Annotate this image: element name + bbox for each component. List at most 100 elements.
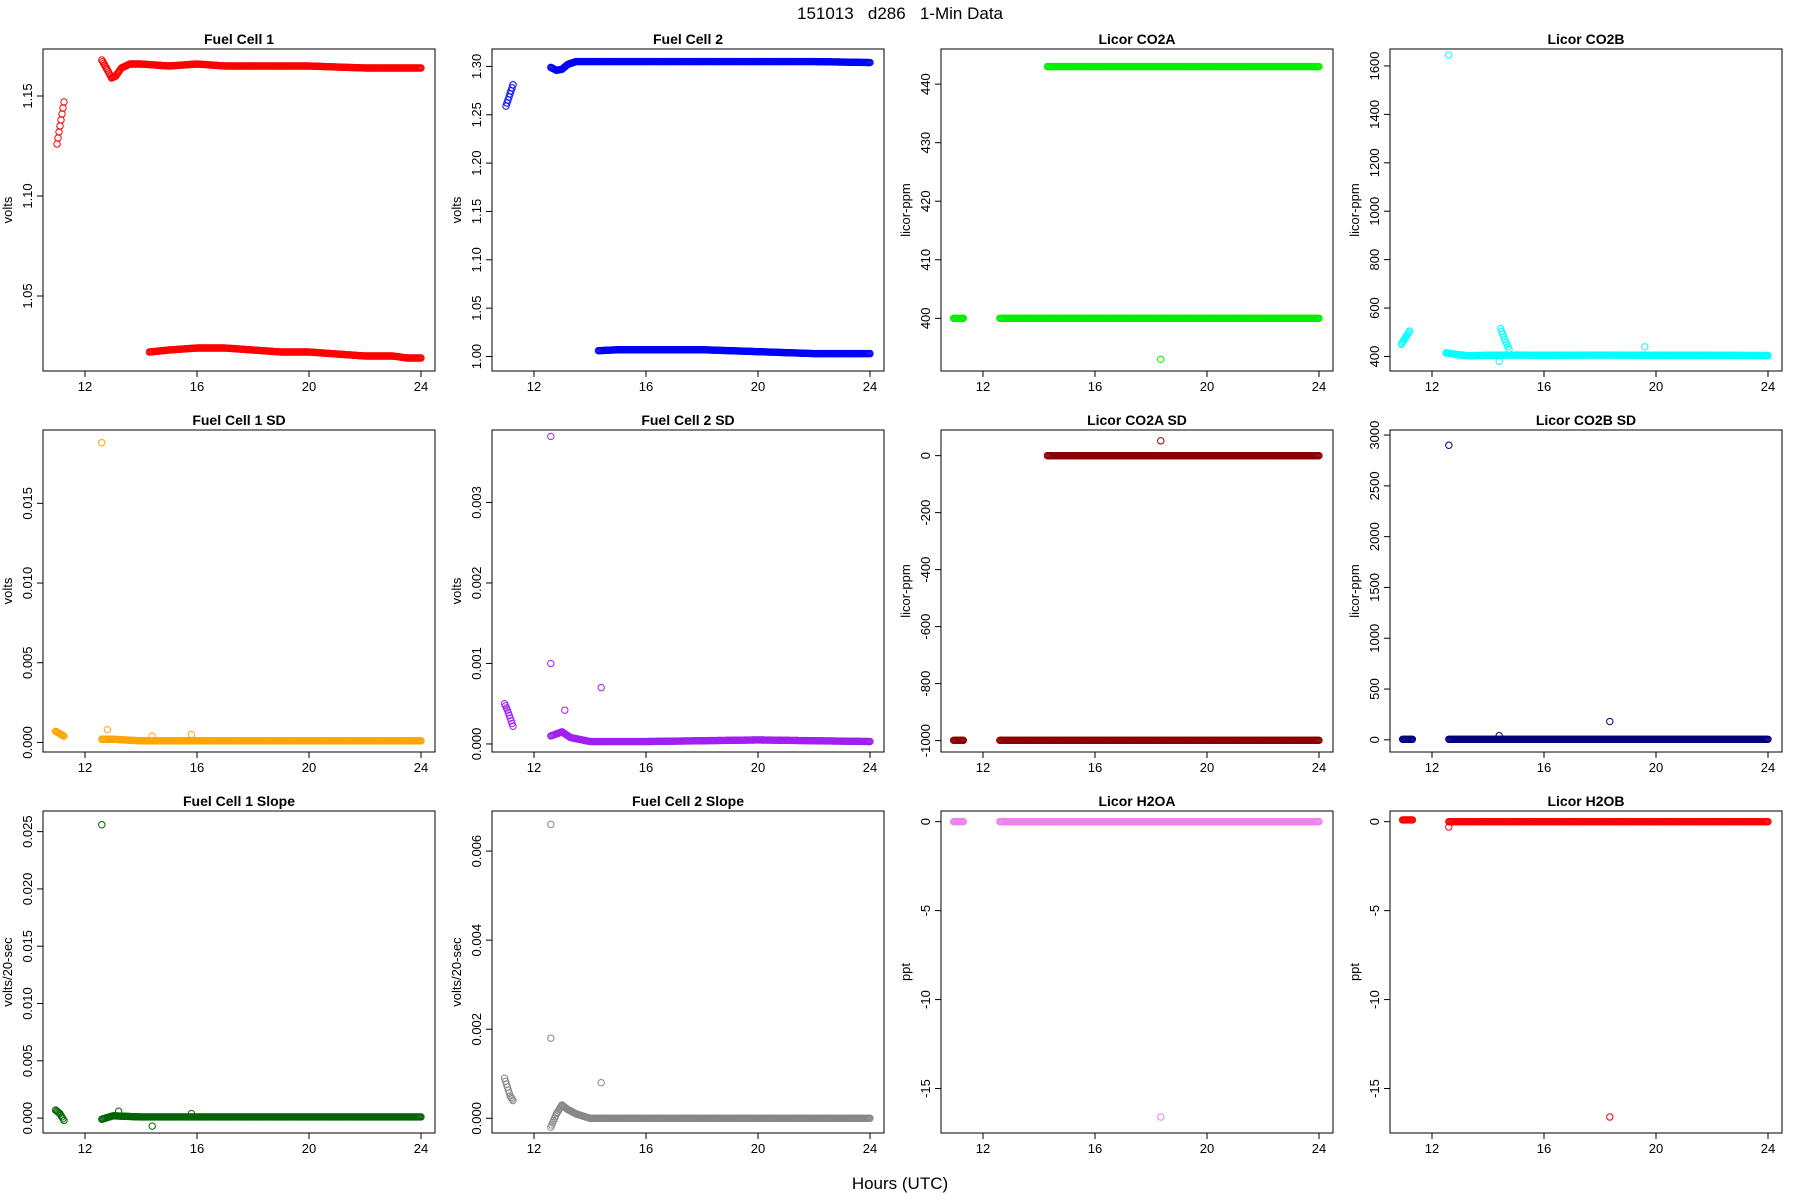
y-axis-label: volts [449,196,464,223]
y-tick-label: 1.25 [469,102,484,127]
data-point [505,1089,513,1097]
outlier-point [1495,357,1503,366]
panel-title: Licor CO2A [1098,31,1175,47]
outlier-point [1445,441,1453,449]
outlier-point [148,1122,156,1130]
y-tick-label: -1000 [918,724,933,757]
data-point [59,1114,67,1123]
data-series [996,736,1323,745]
data-points [51,439,425,745]
data-series [949,736,968,745]
data-series [502,81,517,110]
x-tick-label: 12 [976,379,990,394]
data-points [1398,441,1772,743]
x-tick-label: 24 [414,1141,428,1156]
data-point [1405,327,1414,335]
panel-title: Fuel Cell 1 [204,31,274,47]
data-point [866,737,874,746]
data-series [547,1101,874,1131]
y-tick-label: 1.10 [469,247,484,272]
data-point [1764,735,1772,743]
x-tick-label: 24 [1312,760,1326,775]
data-point [1315,62,1323,71]
data-point [959,817,968,826]
x-tick-label: 24 [863,760,877,775]
plot-frame [940,48,1334,372]
x-tick-label: 20 [751,760,765,775]
data-point [60,98,68,106]
y-tick-label: -600 [918,614,933,640]
data-point [59,104,67,112]
data-series [51,1106,68,1125]
outlier-point [1641,343,1649,351]
data-point [1315,451,1323,460]
data-series [949,817,968,826]
x-tick-label: 12 [78,760,92,775]
panel-title: Licor CO2B SD [1536,412,1636,428]
x-tick-label: 16 [639,760,653,775]
data-points [53,56,425,362]
x-tick-label: 20 [1200,379,1214,394]
data-series [1398,735,1417,743]
y-tick-label: 1200 [1367,148,1382,177]
y-tick-label: 1400 [1367,100,1382,129]
outlier-point [1495,732,1503,740]
data-series [1496,324,1513,353]
data-point [60,1116,68,1125]
data-point [866,1114,874,1123]
y-tick-label: 1.15 [469,199,484,224]
data-point [509,1096,517,1105]
panel-title: Licor CO2A SD [1087,412,1187,428]
x-tick-label: 20 [1649,379,1663,394]
y-axis-label: licor-ppm [898,564,913,617]
data-point [866,349,874,358]
y-tick-label: 0.015 [20,930,35,963]
data-point [1505,345,1513,353]
outlier-point [547,820,555,829]
data-point [417,737,425,745]
outlier-point [98,439,106,447]
data-points [51,821,425,1130]
data-point [866,58,874,67]
data-point [55,128,63,136]
panel-title: Fuel Cell 2 SD [641,412,734,428]
y-tick-label: 0.002 [469,1013,484,1046]
x-tick-label: 24 [1761,760,1775,775]
data-points [949,62,1323,363]
data-series [996,314,1323,323]
plot-frame [42,429,436,753]
panel-title: Fuel Cell 2 [653,31,723,47]
y-tick-label: 1.20 [469,150,484,175]
data-point [56,122,64,130]
y-tick-label: -5 [918,905,933,917]
data-points [949,437,1323,745]
data-series [1397,327,1414,349]
y-tick-label: 0.002 [469,567,484,600]
data-series [500,1074,517,1105]
figure-title: 151013 d286 1-Min Data [797,4,1004,23]
data-series [98,1112,425,1123]
y-tick-label: 500 [1367,678,1382,700]
y-tick-label: 600 [1367,297,1382,319]
plot-frame [1389,48,1783,372]
data-point [1404,328,1413,337]
data-series [145,344,425,362]
plot-frame [940,810,1334,1134]
y-tick-label: 800 [1367,249,1382,271]
x-tick-label: 12 [527,1141,541,1156]
outlier-point [103,725,112,734]
panel-title: Fuel Cell 1 SD [192,412,285,428]
x-tick-label: 24 [1761,379,1775,394]
y-tick-label: 0.004 [469,924,484,957]
y-tick-label: 0.015 [20,487,35,520]
y-tick-label: 0.006 [469,835,484,868]
y-tick-label: 0 [918,452,933,459]
x-tick-label: 24 [414,379,428,394]
y-tick-label: 400 [1367,346,1382,368]
y-tick-label: 0.010 [20,987,35,1020]
y-axis-label: volts [0,577,15,604]
